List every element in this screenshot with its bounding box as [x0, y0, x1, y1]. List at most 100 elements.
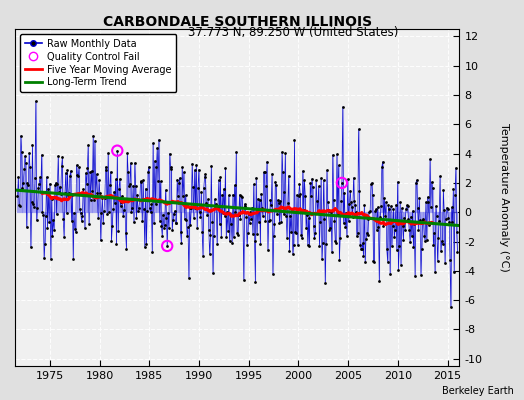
Point	[173, 176, 181, 183]
Point	[33, 205, 41, 211]
Point	[441, 260, 449, 266]
Point	[40, 255, 48, 262]
Point	[418, 246, 426, 252]
Point	[14, 174, 23, 180]
Point	[57, 191, 65, 197]
Point	[58, 154, 67, 160]
Point	[427, 204, 435, 211]
Point	[314, 183, 323, 189]
Point	[152, 164, 160, 170]
Point	[72, 162, 81, 168]
Point	[204, 196, 212, 202]
Point	[164, 210, 172, 216]
Point	[71, 226, 79, 232]
Point	[288, 206, 296, 212]
Point	[68, 218, 76, 224]
Point	[37, 189, 45, 195]
Point	[103, 211, 112, 217]
Point	[231, 209, 239, 215]
Point	[168, 226, 177, 233]
Point	[227, 220, 235, 227]
Point	[339, 104, 347, 110]
Point	[374, 224, 383, 230]
Point	[432, 203, 440, 209]
Point	[299, 168, 307, 174]
Point	[280, 189, 289, 195]
Point	[93, 190, 102, 196]
Point	[250, 238, 259, 244]
Point	[249, 231, 257, 237]
Point	[113, 148, 122, 154]
Point	[421, 238, 429, 244]
Point	[424, 199, 433, 206]
Point	[449, 218, 457, 225]
Point	[122, 246, 130, 252]
Point	[388, 242, 396, 249]
Point	[380, 195, 388, 202]
Point	[17, 148, 26, 155]
Point	[88, 188, 96, 194]
Point	[216, 174, 225, 181]
Point	[340, 220, 348, 227]
Point	[78, 212, 86, 219]
Point	[286, 213, 294, 219]
Point	[98, 195, 106, 201]
Point	[81, 225, 89, 231]
Point	[242, 214, 250, 220]
Point	[347, 204, 356, 210]
Point	[54, 153, 62, 159]
Point	[91, 138, 99, 144]
Point	[170, 208, 179, 214]
Point	[269, 233, 278, 240]
Point	[202, 200, 211, 206]
Point	[128, 205, 136, 211]
Point	[156, 217, 164, 224]
Point	[133, 192, 141, 198]
Point	[188, 160, 196, 167]
Point	[210, 232, 218, 239]
Point	[359, 253, 368, 259]
Point	[110, 189, 118, 195]
Point	[367, 181, 375, 188]
Point	[312, 177, 320, 183]
Point	[408, 233, 416, 240]
Point	[279, 169, 287, 175]
Point	[28, 142, 37, 148]
Point	[154, 178, 162, 184]
Point	[419, 216, 428, 222]
Point	[407, 214, 415, 220]
Point	[161, 187, 170, 193]
Point	[181, 192, 190, 198]
Point	[96, 189, 104, 196]
Point	[134, 208, 143, 214]
Point	[223, 209, 231, 216]
Point	[432, 213, 441, 219]
Point	[266, 197, 275, 203]
Point	[352, 209, 360, 215]
Point	[49, 217, 58, 223]
Point	[289, 242, 298, 248]
Point	[255, 218, 263, 225]
Point	[147, 201, 156, 207]
Point	[228, 191, 237, 198]
Point	[43, 225, 52, 231]
Point	[394, 179, 402, 185]
Point	[63, 167, 72, 174]
Point	[78, 218, 86, 224]
Point	[285, 248, 293, 254]
Point	[231, 182, 239, 188]
Point	[426, 156, 434, 162]
Point	[18, 185, 27, 191]
Point	[414, 226, 422, 233]
Point	[130, 219, 138, 226]
Point	[360, 202, 368, 208]
Point	[384, 202, 392, 208]
Point	[166, 166, 174, 172]
Point	[289, 251, 297, 257]
Point	[44, 186, 52, 192]
Point	[433, 258, 442, 264]
Point	[90, 196, 98, 203]
Point	[403, 202, 412, 209]
Point	[105, 209, 113, 216]
Point	[114, 228, 122, 234]
